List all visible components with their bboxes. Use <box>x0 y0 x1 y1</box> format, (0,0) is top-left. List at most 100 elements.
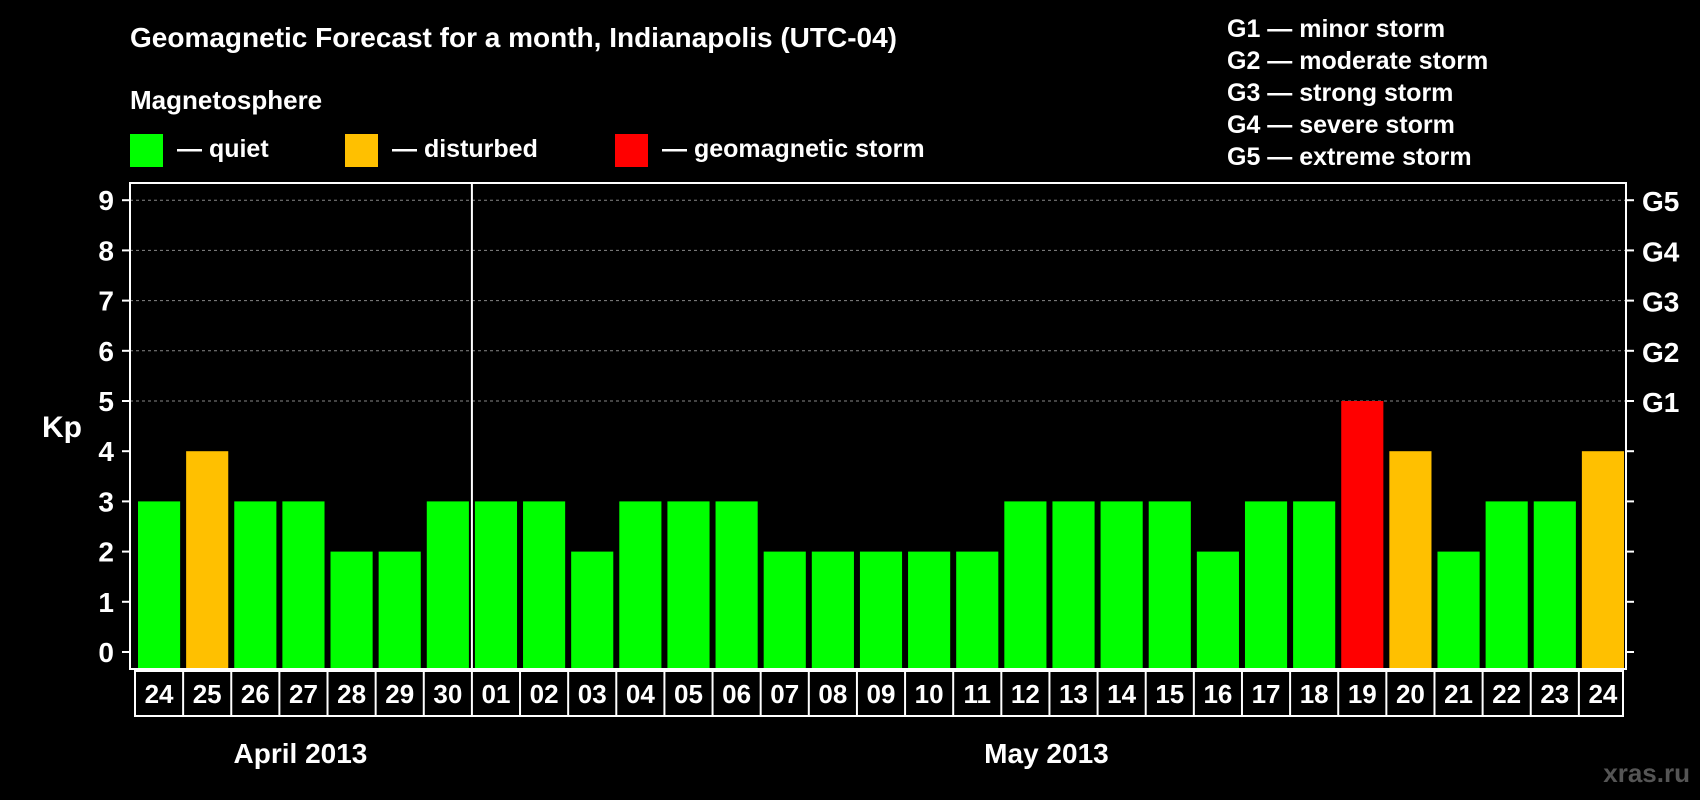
storm-level-item: G2 — moderate storm <box>1227 47 1488 75</box>
bar-day-1 <box>138 501 181 668</box>
legend-swatch <box>130 134 163 167</box>
y-axis: 0 1 2 3 4 5 6 7 8 9 <box>98 185 130 668</box>
day-label: 02 <box>530 679 559 709</box>
day-label: 23 <box>1540 679 1569 709</box>
g-level-label: G1 <box>1642 387 1679 418</box>
y-axis-label: Kp <box>42 411 82 444</box>
watermark: xras.ru <box>1603 758 1690 788</box>
day-label: 28 <box>337 679 366 709</box>
bar-day-20 <box>1052 501 1095 668</box>
day-label: 03 <box>578 679 607 709</box>
chart-title: Geomagnetic Forecast for a month, Indian… <box>130 22 897 53</box>
day-label: 10 <box>915 679 944 709</box>
bar-day-12 <box>667 501 710 668</box>
grid-lines <box>130 199 1626 402</box>
bar-day-27 <box>1389 451 1432 668</box>
y-tick-label: 7 <box>98 286 114 317</box>
bar-day-23 <box>1196 551 1239 668</box>
legend-swatch <box>615 134 648 167</box>
storm-level-item: G4 — severe storm <box>1227 111 1455 139</box>
day-label: 15 <box>1155 679 1184 709</box>
bar-day-7 <box>426 501 469 668</box>
day-label: 24 <box>1588 679 1617 709</box>
y-tick-label: 4 <box>98 436 114 467</box>
month-labels: April 2013 May 2013 <box>234 738 1109 769</box>
bar-day-22 <box>1148 501 1191 668</box>
x-axis-days: 24 25 26 27 28 29 30 01 02 03 04 05 06 07 08 09 10 11 12 13… <box>134 670 1624 717</box>
bar-day-6 <box>378 551 421 668</box>
legend-label: — disturbed <box>392 135 538 163</box>
storm-level-list: G1 — minor storm G2 — moderate storm G3 — … <box>1227 15 1488 171</box>
storm-level-item: G3 — strong storm <box>1227 79 1453 107</box>
bar-day-31 <box>1581 451 1624 668</box>
bar-day-4 <box>282 501 325 668</box>
y-tick-label: 9 <box>98 185 114 216</box>
day-label: 14 <box>1107 679 1136 709</box>
bar-day-24 <box>1244 501 1288 668</box>
bar-day-14 <box>763 551 806 668</box>
day-label: 18 <box>1300 679 1329 709</box>
day-label: 09 <box>867 679 896 709</box>
bars <box>138 401 1624 668</box>
plot-frame <box>129 182 1627 670</box>
legend-label: — quiet <box>177 135 269 163</box>
day-label: 25 <box>193 679 222 709</box>
day-label: 22 <box>1492 679 1521 709</box>
day-label: 16 <box>1203 679 1232 709</box>
storm-level-item: G5 — extreme storm <box>1227 143 1472 171</box>
g-level-label: G5 <box>1642 186 1679 217</box>
day-label: 06 <box>722 679 751 709</box>
bar-day-28 <box>1437 551 1480 668</box>
y-tick-label: 5 <box>98 386 114 417</box>
bar-day-3 <box>234 501 277 668</box>
storm-level-item: G1 — minor storm <box>1227 15 1445 43</box>
legend-swatch <box>345 134 378 167</box>
day-label: 17 <box>1252 679 1281 709</box>
y-tick-label: 3 <box>98 486 114 517</box>
bar-day-17 <box>908 551 951 668</box>
day-label: 01 <box>482 679 511 709</box>
bar-day-25 <box>1293 501 1336 668</box>
day-label: 27 <box>289 679 318 709</box>
legend-label: — geomagnetic storm <box>662 135 925 163</box>
bar-day-19 <box>1004 501 1047 668</box>
bar-day-13 <box>715 501 758 668</box>
bar-day-8 <box>474 501 518 668</box>
right-axis: G1 G2 G3 G4 G5 <box>1626 186 1680 653</box>
day-label: 08 <box>818 679 847 709</box>
bar-day-9 <box>523 501 566 668</box>
day-label: 12 <box>1011 679 1040 709</box>
bar-day-15 <box>811 551 854 668</box>
bar-day-11 <box>619 501 662 668</box>
bar-day-16 <box>859 551 903 668</box>
y-tick-label: 8 <box>98 235 114 266</box>
day-label: 04 <box>626 679 655 709</box>
day-axis-box <box>134 670 1624 717</box>
day-label: 13 <box>1059 679 1088 709</box>
day-label: 19 <box>1348 679 1377 709</box>
bar-day-21 <box>1100 501 1143 668</box>
bar-day-10 <box>571 551 614 668</box>
y-tick-label: 1 <box>98 587 114 618</box>
day-label: 20 <box>1396 679 1425 709</box>
month-label: May 2013 <box>984 738 1109 769</box>
bar-day-2 <box>186 451 229 668</box>
legend-title: Magnetosphere <box>130 85 322 115</box>
bar-day-18 <box>956 551 999 668</box>
day-label: 29 <box>385 679 414 709</box>
bar-day-5 <box>330 551 373 668</box>
legend: — quiet — disturbed — geomagnetic storm <box>130 134 925 167</box>
y-tick-label: 6 <box>98 336 114 367</box>
day-label: 07 <box>770 679 799 709</box>
day-label: 24 <box>145 679 174 709</box>
day-label: 11 <box>964 679 992 709</box>
bar-day-30 <box>1533 501 1576 668</box>
g-level-label: G2 <box>1642 337 1679 368</box>
day-label: 26 <box>241 679 270 709</box>
bar-day-26 <box>1341 401 1384 668</box>
y-tick-label: 0 <box>98 637 114 668</box>
y-tick-label: 2 <box>98 537 114 568</box>
day-label: 21 <box>1444 679 1473 709</box>
month-label: April 2013 <box>234 738 368 769</box>
